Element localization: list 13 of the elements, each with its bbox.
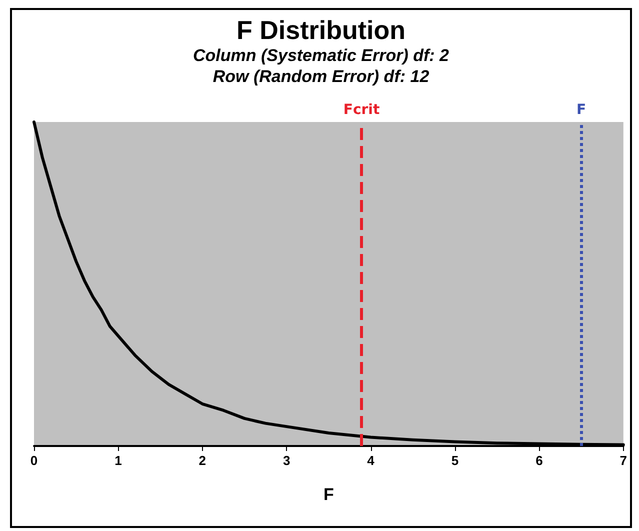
- x-axis-title: F: [323, 485, 334, 504]
- x-tick-label: 3: [282, 453, 290, 468]
- x-tick-label: 6: [536, 453, 543, 468]
- x-tick-label: 7: [620, 453, 627, 468]
- x-tick-label: 2: [198, 453, 206, 468]
- chart-title: F Distribution: [236, 15, 406, 45]
- x-tick-label: 1: [114, 453, 122, 468]
- chart-subtitle: Column (Systematic Error) df: 2 Row (Random Error) df: 12: [193, 46, 450, 86]
- ref-line-label: F: [576, 102, 586, 118]
- x-tick-label: 0: [30, 453, 38, 468]
- ref-line-label: Fcrit: [343, 102, 380, 118]
- x-tick-label: 5: [451, 453, 459, 468]
- x-tick-label: 4: [367, 453, 376, 468]
